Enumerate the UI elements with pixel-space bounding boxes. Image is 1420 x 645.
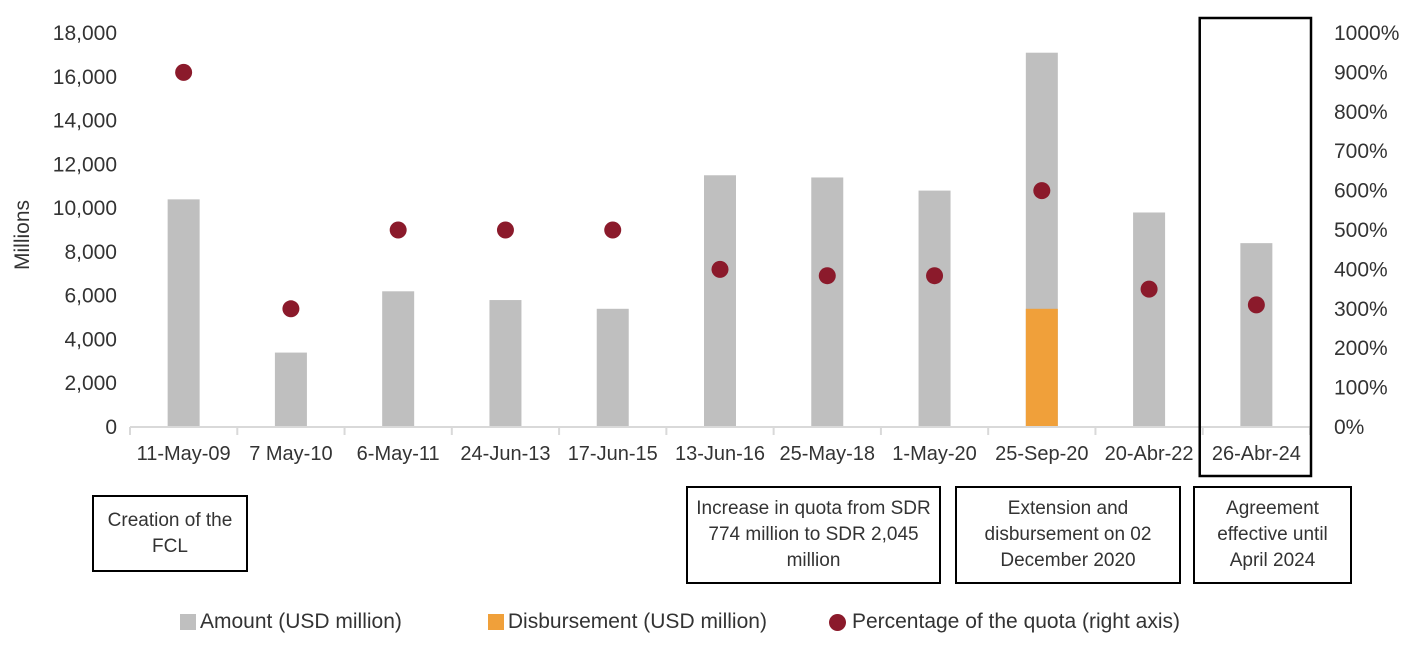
highlight-box [1198,16,1313,478]
y2-tick-label: 100% [1334,377,1388,400]
bar-amount [918,190,951,427]
bar-amount [167,199,200,427]
y-tick-label: 8,000 [64,241,117,264]
y-tick-label: 12,000 [53,153,117,176]
x-tick-label: 25-Sep-20 [995,443,1088,465]
bar-amount [489,300,522,427]
y-tick-label: 16,000 [53,66,117,89]
bar-amount [382,291,415,427]
point-percentage [389,221,407,239]
y2-tick-label: 800% [1334,101,1388,124]
bar-disbursement [1025,308,1058,427]
bar-amount [274,352,307,427]
y-axis-label: Millions [11,200,34,270]
y2-tick-label: 700% [1334,140,1388,163]
legend: Amount (USD million) Disbursement (USD m… [180,610,1180,634]
x-tick-label: 13-Jun-16 [675,443,765,465]
x-tick-label: 25-May-18 [779,443,875,465]
bar-amount [811,177,844,427]
x-tick-label: 6-May-11 [357,443,440,465]
legend-marker-percentage [828,613,846,631]
point-percentage [282,300,300,318]
y-tick-label: 14,000 [53,110,117,133]
y-tick-label: 18,000 [53,22,117,45]
point-percentage [175,63,193,81]
annotation-extension: Extension and disbursement on 02 Decembe… [955,486,1181,584]
y2-tick-label: 1000% [1334,22,1399,45]
legend-label-amount: Amount (USD million) [200,610,402,633]
y2-tick-label: 200% [1334,337,1388,360]
annotation-creation: Creation of the FCL [92,495,248,572]
y-tick-label: 6,000 [64,285,117,308]
y2-tick-label: 0% [1334,416,1364,439]
x-tick-label: 26-Abr-24 [1212,443,1301,465]
y-tick-label: 4,000 [64,328,117,351]
y-tick-label: 10,000 [53,197,117,220]
bar-amount [1133,212,1166,427]
point-percentage [1033,182,1051,200]
legend-swatch-disbursement [487,614,504,630]
bar-amount [1240,243,1273,427]
legend-label-percentage: Percentage of the quota (right axis) [851,610,1180,633]
y2-tick-label: 300% [1334,298,1388,321]
point-percentage [818,267,836,285]
x-tick-label: 11-May-09 [137,443,231,465]
y2-tick-label: 500% [1334,219,1388,242]
point-percentage [1140,280,1158,298]
x-tick-label: 17-Jun-15 [568,443,658,465]
x-tick-label: 20-Abr-22 [1105,443,1194,465]
point-percentage [926,267,944,285]
x-tick-label: 7 May-10 [249,443,332,465]
bar-amount [704,175,736,427]
y2-tick-label: 900% [1334,61,1388,84]
annotation-agreement: Agreement effective until April 2024 [1193,486,1352,584]
point-percentage [1247,296,1265,314]
y2-tick-label: 600% [1334,180,1388,203]
point-percentage [711,260,729,278]
y-tick-label: 0 [105,416,117,439]
x-tick-label: 1-May-20 [892,443,976,465]
point-percentage [604,221,622,239]
bar-amount [596,308,629,427]
point-percentage [496,221,514,239]
legend-swatch-amount [180,614,196,630]
y-tick-label: 2,000 [64,372,117,395]
x-tick-label: 24-Jun-13 [460,443,550,465]
legend-label-disbursement: Disbursement (USD million) [507,610,767,633]
annotation-quota-increase: Increase in quota from SDR 774 million t… [686,486,941,584]
y2-tick-label: 400% [1334,258,1388,281]
